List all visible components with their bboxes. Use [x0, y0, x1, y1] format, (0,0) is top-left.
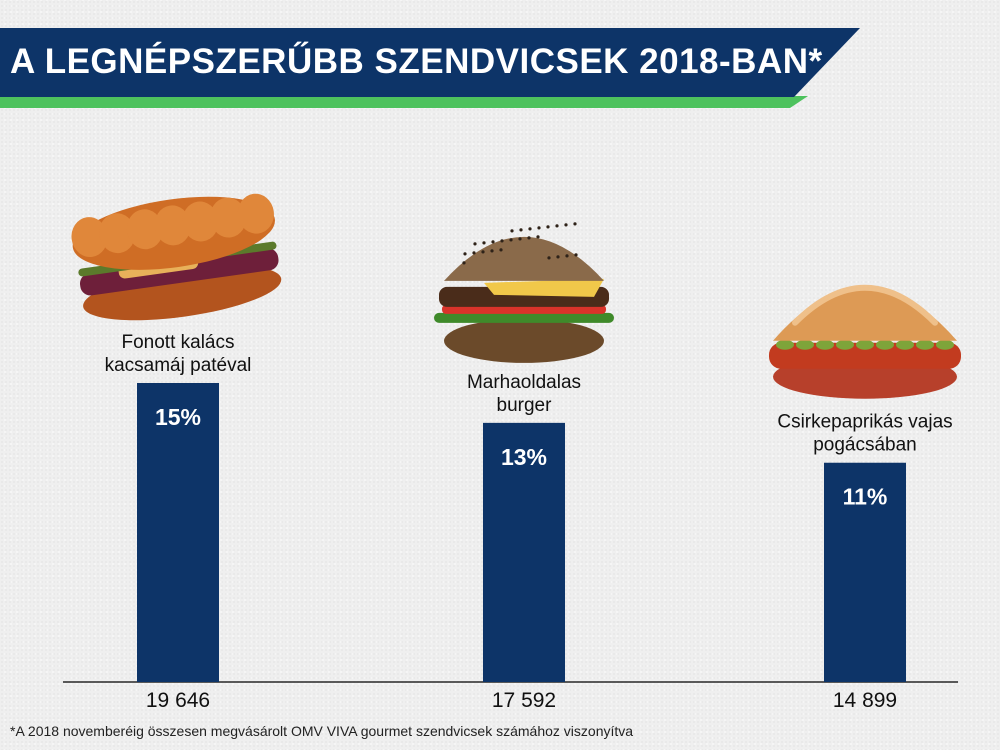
category-label: Csirkepaprikás vajas	[777, 412, 952, 433]
banner-accent-stripe	[0, 96, 808, 108]
category-label: kacsamáj patéval	[105, 355, 252, 376]
footnote: *A 2018 novemberéig összesen megvásárolt…	[10, 723, 634, 739]
category-label: burger	[497, 395, 553, 416]
title-banner	[0, 28, 860, 108]
page-title: A LEGNÉPSZERŰBB SZENDVICSEK 2018-BAN*	[10, 42, 823, 81]
bar-value-label: 13%	[501, 444, 547, 470]
count-label: 14 899	[833, 689, 897, 712]
banner-background	[0, 28, 860, 97]
bar	[483, 422, 565, 682]
count-label: 17 592	[492, 689, 556, 712]
bar	[824, 462, 906, 682]
burger-icon	[434, 222, 614, 363]
sandwich-braided-bun-icon	[71, 193, 282, 321]
category-label: Marhaoldalas	[467, 372, 581, 393]
bar-value-label: 11%	[843, 484, 888, 510]
bar-value-label: 15%	[155, 404, 201, 430]
category-label: pogácsában	[813, 435, 917, 456]
bar	[137, 383, 219, 682]
count-label: 19 646	[146, 689, 210, 712]
category-label: Fonott kalács	[122, 332, 235, 353]
pogacsa-sandwich-icon	[769, 284, 961, 399]
